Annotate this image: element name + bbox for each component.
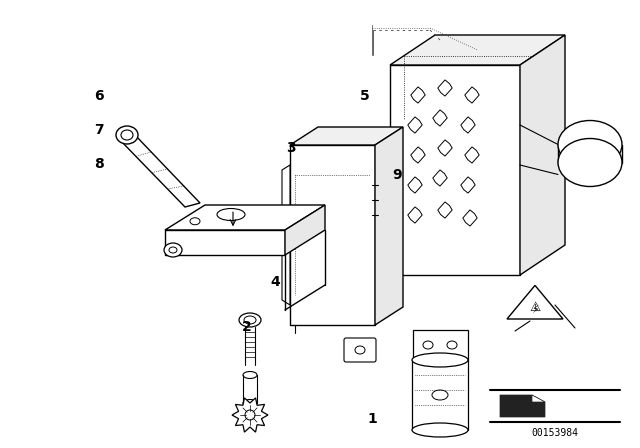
Text: 6: 6 [94,89,104,103]
Polygon shape [390,65,520,275]
Polygon shape [290,127,403,145]
Polygon shape [532,395,545,402]
Polygon shape [120,135,200,207]
Polygon shape [282,165,290,305]
Text: 7: 7 [94,123,104,137]
Polygon shape [438,202,452,218]
Polygon shape [408,177,422,193]
Polygon shape [165,230,285,255]
Polygon shape [461,117,475,133]
Text: 4: 4 [270,275,280,289]
Ellipse shape [412,423,468,437]
Polygon shape [411,147,425,163]
Text: 00153984: 00153984 [531,428,579,438]
Polygon shape [411,87,425,103]
Ellipse shape [243,371,257,379]
Text: 5: 5 [360,89,370,103]
Polygon shape [465,87,479,103]
Polygon shape [165,205,325,230]
Polygon shape [433,170,447,186]
Ellipse shape [558,138,622,186]
Polygon shape [290,145,375,325]
Polygon shape [463,210,477,226]
Ellipse shape [116,126,138,144]
Polygon shape [520,35,565,275]
Polygon shape [408,117,422,133]
Polygon shape [390,35,565,65]
Polygon shape [507,285,563,319]
Text: 1: 1 [367,412,378,426]
Ellipse shape [243,400,257,406]
Polygon shape [408,207,422,223]
Polygon shape [500,395,545,417]
FancyBboxPatch shape [344,338,376,362]
Text: ⚠: ⚠ [529,301,541,314]
Polygon shape [413,330,467,360]
Ellipse shape [164,243,182,257]
Ellipse shape [239,313,261,327]
Text: ⚡: ⚡ [531,305,539,315]
Polygon shape [433,110,447,126]
Text: 2: 2 [241,320,252,334]
Polygon shape [465,147,479,163]
Polygon shape [375,127,403,325]
Polygon shape [438,140,452,156]
Text: 8: 8 [94,156,104,171]
Text: 3: 3 [286,141,296,155]
Ellipse shape [558,121,622,168]
Polygon shape [438,80,452,96]
Polygon shape [232,398,268,432]
Polygon shape [285,205,325,255]
Ellipse shape [412,353,468,367]
Polygon shape [461,177,475,193]
Text: 9: 9 [392,168,402,182]
